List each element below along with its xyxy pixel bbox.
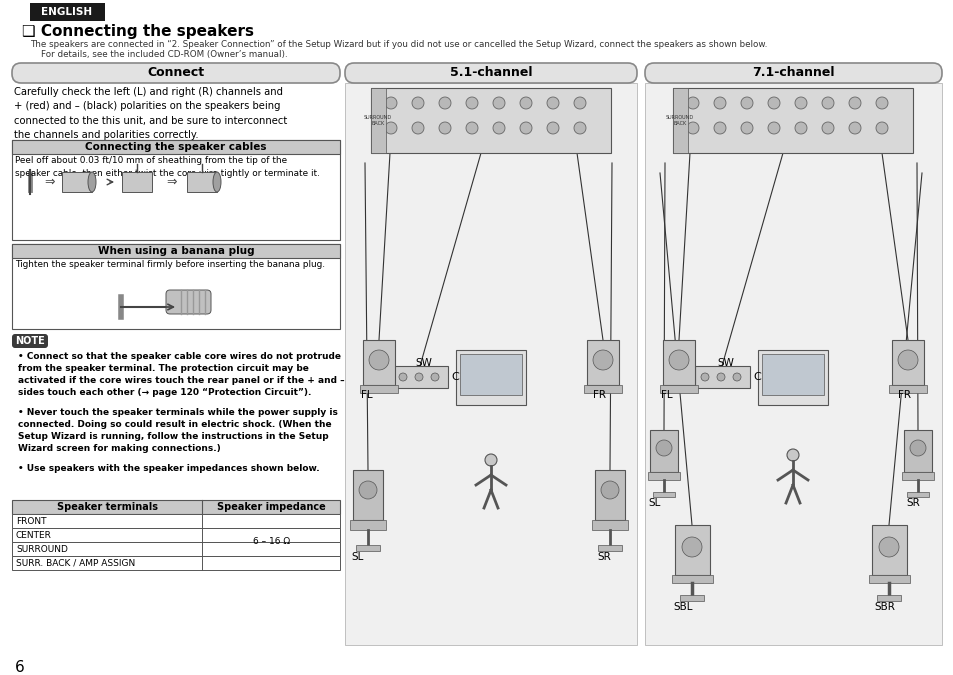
Ellipse shape	[878, 537, 898, 557]
Text: SURROUND
BACK: SURROUND BACK	[363, 115, 392, 126]
Ellipse shape	[412, 97, 423, 109]
Ellipse shape	[848, 122, 861, 134]
Ellipse shape	[574, 122, 585, 134]
Text: SURR. BACK / AMP ASSIGN: SURR. BACK / AMP ASSIGN	[16, 558, 135, 568]
Ellipse shape	[465, 97, 477, 109]
Text: Connecting the speaker cables: Connecting the speaker cables	[85, 142, 267, 152]
FancyBboxPatch shape	[891, 340, 923, 385]
FancyBboxPatch shape	[12, 334, 48, 348]
Ellipse shape	[465, 122, 477, 134]
FancyBboxPatch shape	[598, 545, 621, 551]
Ellipse shape	[519, 122, 532, 134]
Text: • Connect so that the speaker cable core wires do not protrude
from the speaker : • Connect so that the speaker cable core…	[18, 352, 344, 398]
Ellipse shape	[897, 350, 917, 370]
Ellipse shape	[385, 97, 396, 109]
Text: Peel off about 0.03 ft/10 mm of sheathing from the tip of the
speaker cable, the: Peel off about 0.03 ft/10 mm of sheathin…	[15, 156, 319, 178]
FancyBboxPatch shape	[12, 244, 339, 329]
Ellipse shape	[821, 97, 833, 109]
Text: 6 – 16 Ω: 6 – 16 Ω	[253, 537, 290, 547]
FancyBboxPatch shape	[62, 172, 91, 192]
FancyBboxPatch shape	[350, 520, 386, 530]
Text: SW: SW	[415, 358, 432, 368]
FancyBboxPatch shape	[12, 244, 339, 258]
Ellipse shape	[600, 481, 618, 499]
Ellipse shape	[740, 122, 752, 134]
Text: Tighten the speaker terminal firmly before inserting the banana plug.: Tighten the speaker terminal firmly befo…	[15, 260, 325, 269]
FancyBboxPatch shape	[644, 63, 941, 83]
Text: SBL: SBL	[672, 602, 692, 612]
Ellipse shape	[732, 373, 740, 381]
FancyBboxPatch shape	[761, 354, 823, 395]
FancyBboxPatch shape	[672, 88, 912, 153]
Ellipse shape	[848, 97, 861, 109]
FancyBboxPatch shape	[888, 385, 926, 393]
Text: 5.1-channel: 5.1-channel	[449, 67, 532, 80]
FancyBboxPatch shape	[393, 366, 448, 388]
FancyBboxPatch shape	[672, 88, 687, 153]
Ellipse shape	[546, 122, 558, 134]
FancyBboxPatch shape	[595, 470, 624, 520]
Ellipse shape	[484, 454, 497, 466]
Ellipse shape	[398, 373, 407, 381]
Text: FR: FR	[897, 390, 910, 400]
Text: Connect: Connect	[148, 67, 204, 80]
Text: • Never touch the speaker terminals while the power supply is
connected. Doing s: • Never touch the speaker terminals whil…	[18, 408, 337, 454]
Text: Speaker terminals: Speaker terminals	[56, 502, 157, 512]
FancyBboxPatch shape	[647, 472, 679, 480]
FancyBboxPatch shape	[906, 492, 928, 497]
FancyBboxPatch shape	[363, 340, 395, 385]
Ellipse shape	[713, 122, 725, 134]
Text: Carefully check the left (L) and right (R) channels and
+ (red) and – (black) po: Carefully check the left (L) and right (…	[14, 87, 287, 140]
Text: SR: SR	[905, 498, 919, 508]
Ellipse shape	[493, 122, 504, 134]
Ellipse shape	[717, 373, 724, 381]
Ellipse shape	[713, 97, 725, 109]
Ellipse shape	[909, 440, 925, 456]
FancyBboxPatch shape	[345, 83, 637, 645]
FancyBboxPatch shape	[371, 88, 386, 153]
FancyBboxPatch shape	[592, 520, 627, 530]
FancyBboxPatch shape	[695, 366, 749, 388]
Text: 6: 6	[15, 660, 25, 675]
Text: ⇒: ⇒	[167, 176, 177, 188]
FancyBboxPatch shape	[166, 290, 211, 314]
Ellipse shape	[794, 122, 806, 134]
Text: For details, see the included CD-ROM (Owner’s manual).: For details, see the included CD-ROM (Ow…	[30, 50, 287, 59]
Ellipse shape	[740, 97, 752, 109]
FancyBboxPatch shape	[876, 595, 900, 601]
Ellipse shape	[875, 122, 887, 134]
Text: SURROUND
BACK: SURROUND BACK	[665, 115, 694, 126]
Ellipse shape	[415, 373, 422, 381]
FancyBboxPatch shape	[12, 514, 339, 528]
Text: 7.1-channel: 7.1-channel	[752, 67, 834, 80]
FancyBboxPatch shape	[456, 350, 525, 405]
FancyBboxPatch shape	[12, 140, 339, 240]
Text: When using a banana plug: When using a banana plug	[97, 246, 254, 256]
Ellipse shape	[821, 122, 833, 134]
Ellipse shape	[700, 373, 708, 381]
FancyBboxPatch shape	[871, 525, 906, 575]
Ellipse shape	[88, 172, 96, 192]
FancyBboxPatch shape	[353, 470, 382, 520]
FancyBboxPatch shape	[649, 430, 678, 472]
Text: SR: SR	[597, 552, 610, 562]
Ellipse shape	[369, 350, 389, 370]
Text: SBR: SBR	[873, 602, 894, 612]
Ellipse shape	[686, 122, 699, 134]
FancyBboxPatch shape	[355, 545, 379, 551]
Text: The speakers are connected in “2. Speaker Connection” of the Setup Wizard but if: The speakers are connected in “2. Speake…	[30, 40, 766, 49]
FancyBboxPatch shape	[359, 385, 397, 393]
Text: FL: FL	[360, 390, 373, 400]
Text: FL: FL	[660, 390, 672, 400]
FancyBboxPatch shape	[12, 542, 339, 556]
FancyBboxPatch shape	[586, 340, 618, 385]
Text: ENGLISH: ENGLISH	[41, 7, 92, 17]
FancyBboxPatch shape	[459, 354, 521, 395]
FancyBboxPatch shape	[12, 528, 339, 542]
FancyBboxPatch shape	[12, 140, 339, 154]
Ellipse shape	[875, 97, 887, 109]
Ellipse shape	[412, 122, 423, 134]
Ellipse shape	[656, 440, 671, 456]
Ellipse shape	[493, 97, 504, 109]
